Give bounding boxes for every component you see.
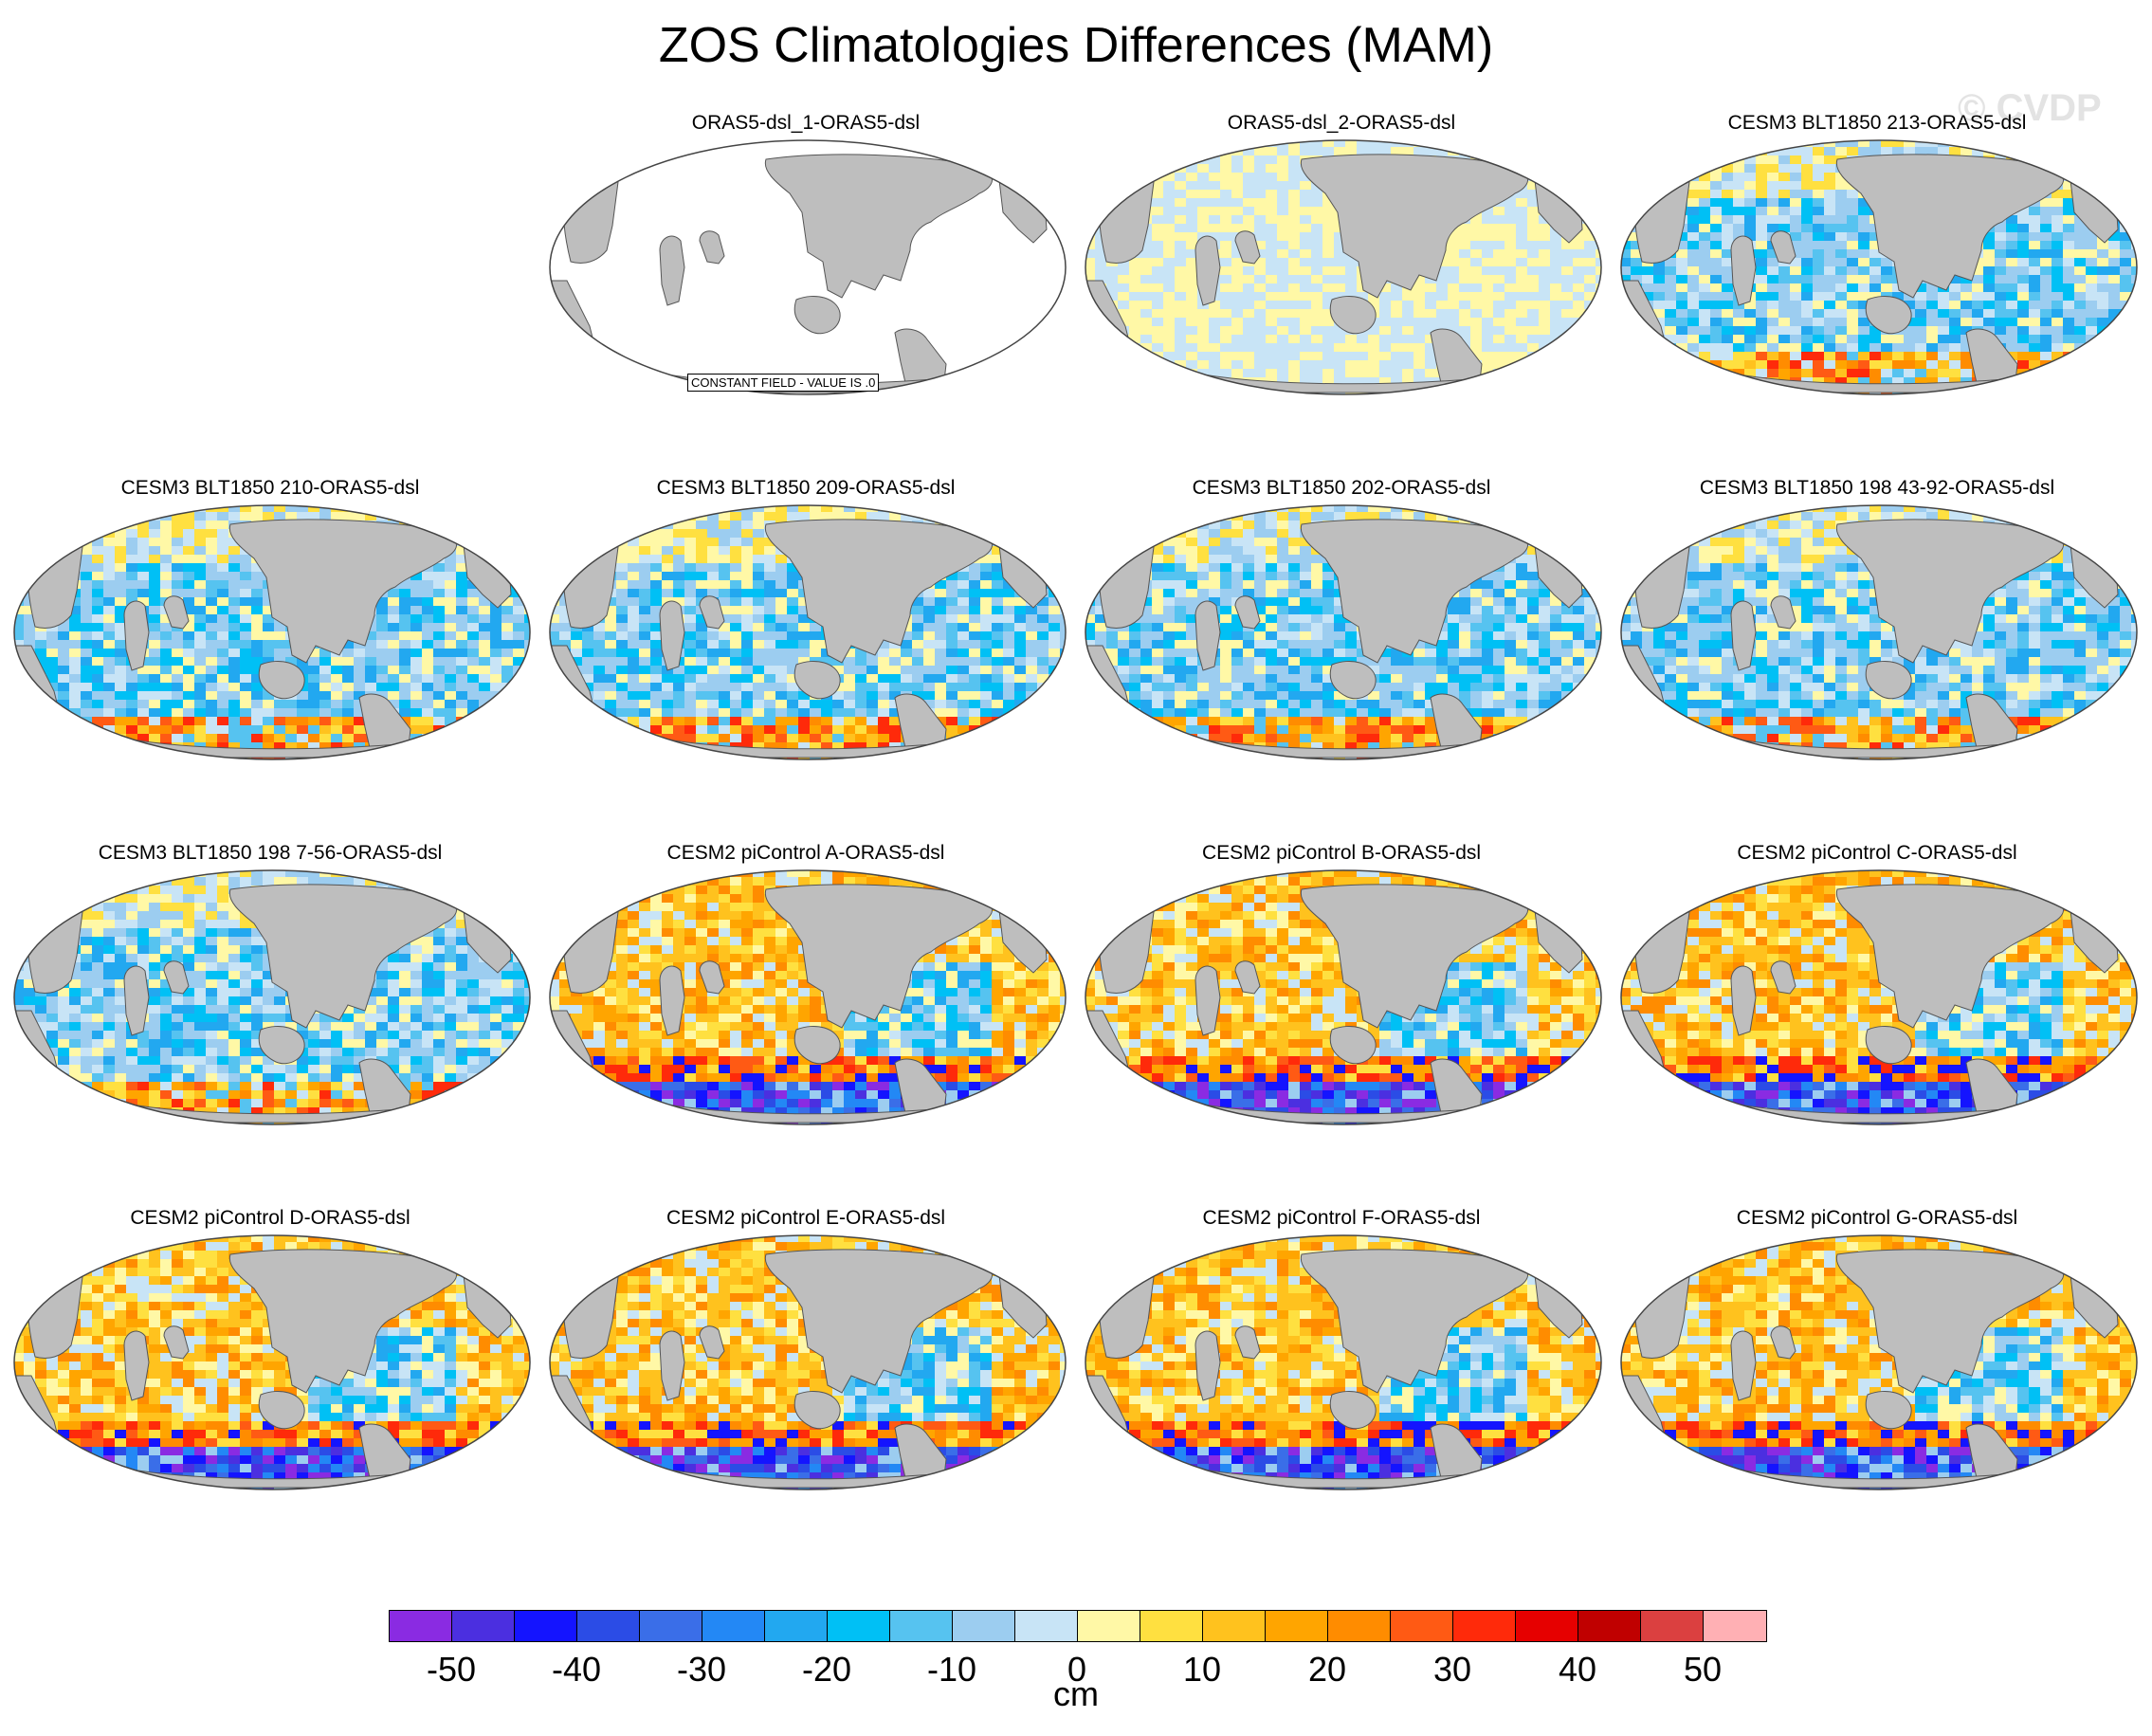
world-map xyxy=(548,503,1067,761)
map-panel: CESM3 BLT1850 213-ORAS5-dsl xyxy=(1612,112,2143,463)
map-panel: CESM3 BLT1850 210-ORAS5-dsl xyxy=(5,477,536,828)
colorbar-box xyxy=(390,1611,452,1641)
panel-title: CESM3 BLT1850 198 43-92-ORAS5-dsl xyxy=(1612,477,2143,500)
map-panel: CESM2 piControl E-ORAS5-dsl xyxy=(540,1207,1071,1558)
landmass xyxy=(1584,305,1601,351)
colorbar-box xyxy=(1328,1611,1391,1641)
world-map xyxy=(1084,1233,1603,1491)
map-panel: ORAS5-dsl_2-ORAS5-dsl xyxy=(1076,112,1607,463)
map-panel: CESM2 piControl F-ORAS5-dsl xyxy=(1076,1207,1607,1558)
panel-title: CESM2 piControl E-ORAS5-dsl xyxy=(540,1207,1071,1230)
colorbar-box xyxy=(1015,1611,1078,1641)
colorbar-box xyxy=(1391,1611,1453,1641)
landmass xyxy=(2120,1035,2137,1081)
constant-field-label: CONSTANT FIELD - VALUE IS .0 xyxy=(687,374,879,392)
world-map xyxy=(12,868,532,1126)
colorbar-tick-label: -40 xyxy=(529,1650,624,1690)
map-panel: CESM2 piControl A-ORAS5-dsl xyxy=(540,842,1071,1193)
colorbar-units: cm xyxy=(1005,1674,1147,1714)
landmass xyxy=(2120,305,2137,351)
panel-title: ORAS5-dsl_2-ORAS5-dsl xyxy=(1076,112,1607,135)
panel-title: ORAS5-dsl_1-ORAS5-dsl xyxy=(540,112,1071,135)
panel-title: CESM3 BLT1850 213-ORAS5-dsl xyxy=(1612,112,2143,135)
map-panel: ORAS5-dsl_1-ORAS5-dsl CONSTANT FIELD - VA… xyxy=(540,112,1071,463)
landmass xyxy=(1584,670,1601,716)
world-map xyxy=(12,1233,532,1491)
panel-title: CESM2 piControl A-ORAS5-dsl xyxy=(540,842,1071,865)
panel-title: CESM2 piControl F-ORAS5-dsl xyxy=(1076,1207,1607,1230)
landmass xyxy=(513,1035,530,1081)
world-map xyxy=(548,138,1067,396)
colorbar-tick-label: 50 xyxy=(1655,1650,1750,1690)
colorbar-tick-label: 10 xyxy=(1155,1650,1249,1690)
map-panel: CESM2 piControl D-ORAS5-dsl xyxy=(5,1207,536,1558)
colorbar-tick-label: 20 xyxy=(1280,1650,1375,1690)
panel-title: CESM3 BLT1850 210-ORAS5-dsl xyxy=(5,477,536,500)
landmass xyxy=(2120,1400,2137,1446)
colorbar-tick-label: -30 xyxy=(654,1650,749,1690)
landmass xyxy=(1049,670,1066,716)
colorbar-tick-label: -10 xyxy=(904,1650,999,1690)
landmass xyxy=(1049,1035,1066,1081)
world-map xyxy=(1084,138,1603,396)
panel-title: CESM2 piControl G-ORAS5-dsl xyxy=(1612,1207,2143,1230)
colorbar-box xyxy=(1266,1611,1328,1641)
colorbar-box xyxy=(1140,1611,1203,1641)
colorbar-box xyxy=(640,1611,702,1641)
panel-title: CESM3 BLT1850 202-ORAS5-dsl xyxy=(1076,477,1607,500)
world-map xyxy=(12,503,532,761)
landmass xyxy=(1049,305,1066,351)
map-panel: CESM2 piControl G-ORAS5-dsl xyxy=(1612,1207,2143,1558)
colorbar-box xyxy=(765,1611,828,1641)
world-map xyxy=(548,1233,1067,1491)
panel-title: CESM2 piControl B-ORAS5-dsl xyxy=(1076,842,1607,865)
landmass xyxy=(1584,1035,1601,1081)
colorbar-tick-label: 30 xyxy=(1405,1650,1500,1690)
colorbar-box xyxy=(515,1611,577,1641)
colorbar-box xyxy=(1078,1611,1140,1641)
colorbar-box xyxy=(1578,1611,1641,1641)
colorbar-box xyxy=(1516,1611,1578,1641)
colorbar-box xyxy=(702,1611,765,1641)
panel-title: CESM2 piControl C-ORAS5-dsl xyxy=(1612,842,2143,865)
world-map xyxy=(1619,868,2139,1126)
world-map xyxy=(548,868,1067,1126)
world-map xyxy=(1084,868,1603,1126)
panel-title: CESM3 BLT1850 198 7-56-ORAS5-dsl xyxy=(5,842,536,865)
figure-title: ZOS Climatologies Differences (MAM) xyxy=(0,17,2152,74)
landmass xyxy=(2120,670,2137,716)
colorbar-tick-label: -20 xyxy=(779,1650,874,1690)
colorbar-box xyxy=(577,1611,640,1641)
map-panel: CESM2 piControl B-ORAS5-dsl xyxy=(1076,842,1607,1193)
world-map xyxy=(1619,503,2139,761)
panel-title: CESM3 BLT1850 209-ORAS5-dsl xyxy=(540,477,1071,500)
colorbar-box xyxy=(1203,1611,1266,1641)
colorbar-tick-label: 40 xyxy=(1530,1650,1625,1690)
colorbar-box xyxy=(452,1611,515,1641)
map-panel: CESM3 BLT1850 198 43-92-ORAS5-dsl xyxy=(1612,477,2143,828)
panel-title: CESM2 piControl D-ORAS5-dsl xyxy=(5,1207,536,1230)
colorbar-box xyxy=(1704,1611,1766,1641)
colorbar-tick-label: -50 xyxy=(404,1650,499,1690)
landmass xyxy=(513,1400,530,1446)
map-panel: CESM2 piControl C-ORAS5-dsl xyxy=(1612,842,2143,1193)
colorbar-box xyxy=(828,1611,890,1641)
map-panel: CESM3 BLT1850 209-ORAS5-dsl xyxy=(540,477,1071,828)
world-map xyxy=(1084,503,1603,761)
world-map xyxy=(1619,138,2139,396)
world-map xyxy=(1619,1233,2139,1491)
colorbar-box xyxy=(1453,1611,1516,1641)
landmass xyxy=(513,670,530,716)
colorbar xyxy=(389,1610,1767,1642)
landmass xyxy=(1049,1400,1066,1446)
colorbar-box xyxy=(890,1611,953,1641)
landmass xyxy=(1584,1400,1601,1446)
map-panel: CESM3 BLT1850 202-ORAS5-dsl xyxy=(1076,477,1607,828)
map-panel: CESM3 BLT1850 198 7-56-ORAS5-dsl xyxy=(5,842,536,1193)
colorbar-box xyxy=(1641,1611,1704,1641)
colorbar-box xyxy=(953,1611,1015,1641)
